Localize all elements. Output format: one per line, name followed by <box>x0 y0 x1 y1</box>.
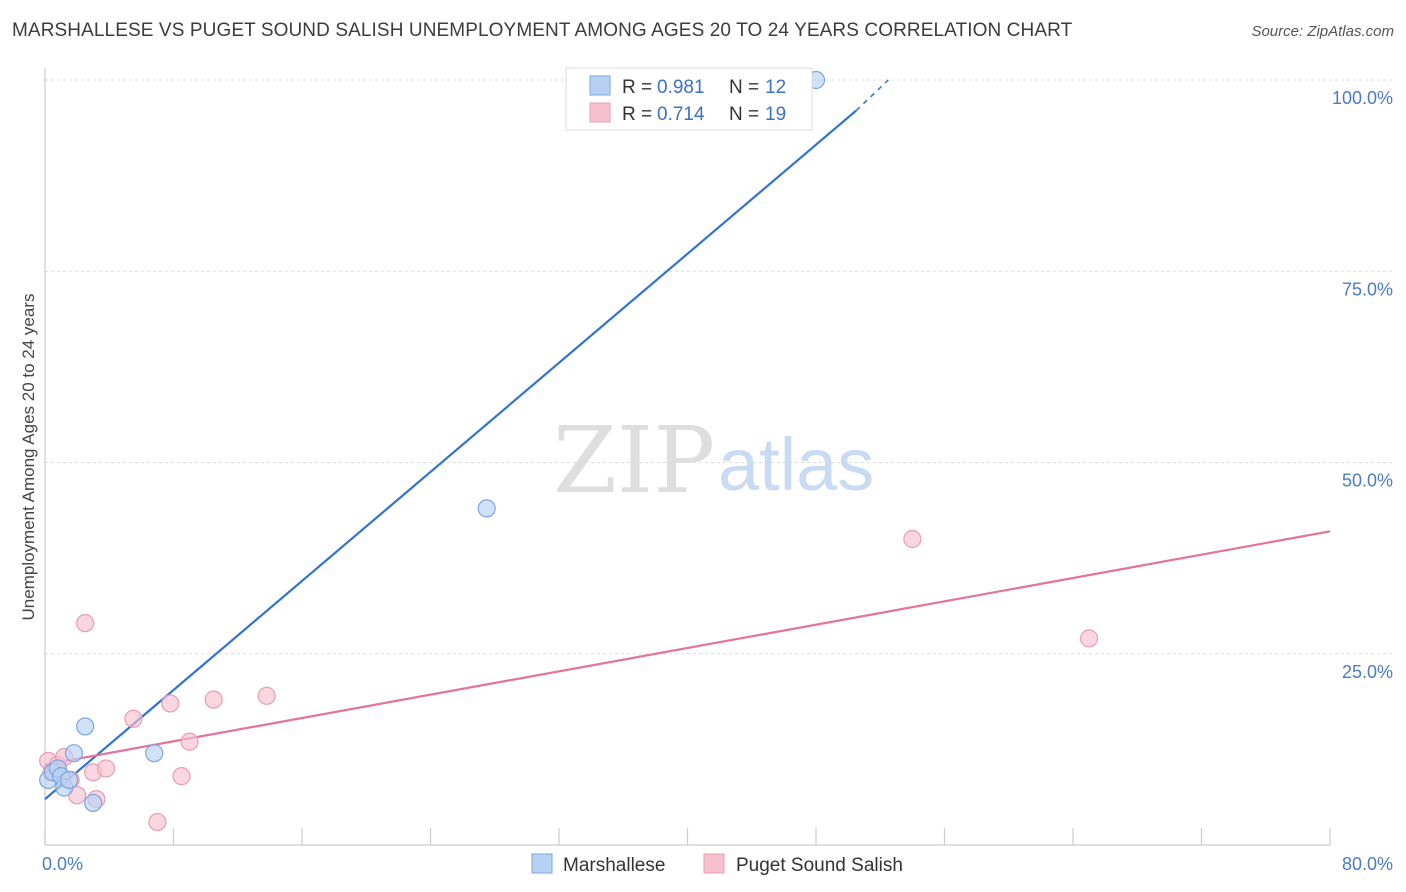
x-tick-label-1: 80.0% <box>1342 854 1393 874</box>
bottom-legend-swatch-marshallese <box>531 853 553 874</box>
y-tick-labels: 25.0% 50.0% 75.0% 100.0% <box>1332 88 1393 682</box>
data-point-puget-sound-salish-10 <box>124 709 143 728</box>
grid-lines <box>45 79 1392 655</box>
data-point-puget-sound-salish-16 <box>257 686 276 705</box>
data-point-marshallese-5 <box>59 770 79 790</box>
data-point-marshallese-6 <box>64 744 84 763</box>
source-label: Source: ZipAtlas.com <box>1251 23 1394 40</box>
data-point-puget-sound-salish-11 <box>148 812 167 832</box>
legend-swatch-marshallese <box>589 75 611 96</box>
data-point-marshallese-8 <box>84 793 103 813</box>
data-point-puget-sound-salish-17 <box>903 529 922 549</box>
data-point-puget-sound-salish-9 <box>96 759 116 778</box>
data-point-puget-sound-salish-14 <box>180 732 199 751</box>
legend-swatch-puget-sound-salish <box>589 102 611 123</box>
bottom-legend-swatch-puget-sound-salish <box>703 853 725 874</box>
legend-n-label-2: N = <box>729 104 759 125</box>
data-point-marshallese-10 <box>477 499 496 518</box>
data-point-puget-sound-salish-12 <box>161 694 180 713</box>
data-point-marshallese-9 <box>145 744 164 763</box>
watermark: ZIP atlas <box>553 407 874 514</box>
bottom-legend-label-puget-sound-salish: Puget Sound Salish <box>736 855 903 876</box>
data-point-puget-sound-salish-6 <box>76 614 95 633</box>
chart-title: MARSHALLESE VS PUGET SOUND SALISH UNEMPL… <box>12 20 1073 41</box>
watermark-atlas: atlas <box>718 423 874 506</box>
legend-r-value-1: 0.981 <box>657 77 705 98</box>
bottom-legend: Marshallese Puget Sound Salish <box>531 853 903 876</box>
data-point-puget-sound-salish-13 <box>172 767 191 786</box>
legend-r-value-2: 0.714 <box>657 104 705 125</box>
watermark-zip: ZIP <box>553 407 715 514</box>
data-point-marshallese-7 <box>76 717 95 736</box>
axes <box>44 68 1331 846</box>
x-tick-label-0: 0.0% <box>42 854 83 874</box>
y-tick-label-3: 100.0% <box>1332 88 1393 108</box>
trend-line-dashed-marshallese <box>855 79 889 112</box>
bottom-legend-label-marshallese: Marshallese <box>563 855 665 876</box>
trend-line-puget-sound-salish <box>44 530 1331 766</box>
y-tick-label-2: 75.0% <box>1342 279 1393 299</box>
y-tick-label-0: 25.0% <box>1342 662 1393 682</box>
x-tick-labels: 0.0% 80.0% <box>42 854 1393 874</box>
legend-r-label-1: R = <box>622 77 652 98</box>
legend-n-value-2: 19 <box>765 104 786 125</box>
data-points <box>39 70 1099 832</box>
legend-n-label-1: N = <box>729 77 759 98</box>
data-point-puget-sound-salish-18 <box>1079 629 1099 648</box>
trend-line-marshallese <box>44 109 857 800</box>
y-axis-label: Unemployment Among Ages 20 to 24 years <box>19 294 38 621</box>
legend-n-value-1: 12 <box>765 77 786 98</box>
legend-r-label-2: R = <box>622 104 652 125</box>
trend-lines <box>44 79 1331 800</box>
y-tick-label-1: 50.0% <box>1342 471 1393 491</box>
top-legend: R = 0.981 N = 12 R = 0.714 N = 19 <box>565 67 813 131</box>
data-point-puget-sound-salish-15 <box>204 690 223 709</box>
